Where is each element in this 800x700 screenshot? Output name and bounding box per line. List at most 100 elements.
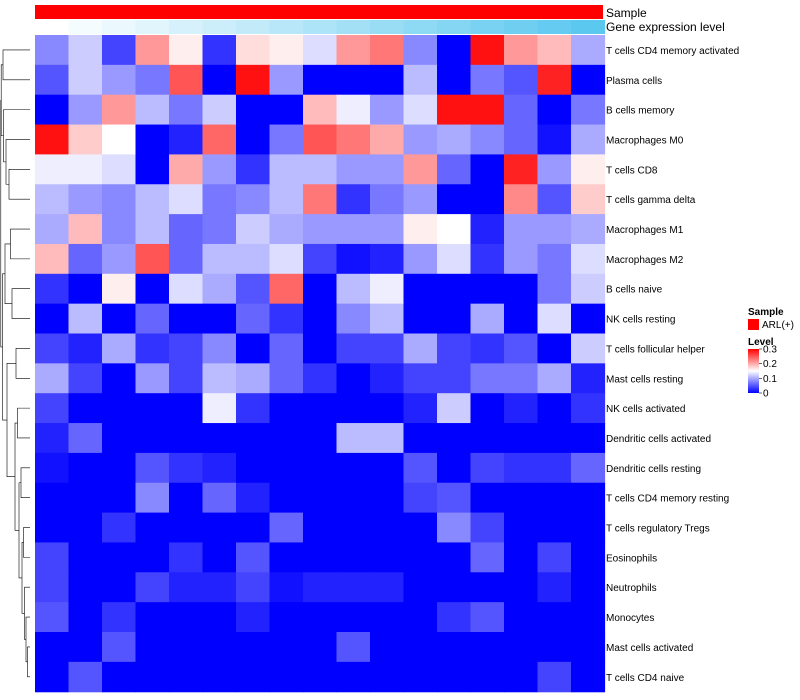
heatmap-cell <box>370 243 405 275</box>
heatmap-cell <box>102 482 137 514</box>
row-label: Eosinophils <box>606 553 657 564</box>
heatmap-cell <box>303 333 338 364</box>
heatmap-cell <box>571 393 606 424</box>
dendrogram-branch <box>14 422 19 531</box>
heatmap-cell <box>403 154 438 185</box>
row-label: Macrophages M2 <box>606 255 684 266</box>
heatmap-cell <box>102 243 137 275</box>
heatmap-cells <box>35 35 606 693</box>
heatmap-cell <box>202 512 237 544</box>
heatmap-cell <box>403 184 438 215</box>
heatmap-cell <box>403 452 438 484</box>
dendrogram-branch <box>6 363 16 477</box>
row-label: NK cells activated <box>606 404 685 415</box>
heatmap-cell <box>269 184 304 215</box>
heatmap-cell <box>470 35 505 66</box>
heatmap-cell <box>303 542 338 573</box>
heatmap-cell <box>437 632 472 663</box>
expression-annotation-bar <box>35 20 606 34</box>
heatmap-cell <box>537 64 572 96</box>
expression-annotation-cell <box>571 20 606 34</box>
heatmap-cell <box>236 333 271 364</box>
heatmap-cell <box>35 602 70 633</box>
heatmap-cell <box>437 154 472 185</box>
heatmap-cell <box>102 423 137 454</box>
heatmap-cell <box>437 482 472 514</box>
heatmap-cell <box>202 393 237 424</box>
heatmap-cell <box>504 333 539 364</box>
expression-annotation-cell <box>437 20 472 34</box>
heatmap-cell <box>202 661 237 693</box>
heatmap-cell <box>537 124 572 155</box>
expression-annotation-cell <box>202 20 237 34</box>
heatmap-cell <box>403 572 438 603</box>
heatmap-cell <box>303 482 338 514</box>
heatmap-cell <box>68 423 103 454</box>
heatmap-cell <box>303 124 338 155</box>
heatmap-cell <box>169 661 204 693</box>
heatmap-cell <box>236 64 271 96</box>
heatmap-cell <box>68 602 103 633</box>
row-label: Mast cells activated <box>606 643 693 654</box>
heatmap-cell <box>370 363 405 394</box>
expression-annotation-cell <box>537 20 572 34</box>
dendrogram-branch <box>27 646 30 678</box>
dendrogram-branch <box>4 243 12 304</box>
heatmap-cell <box>236 423 271 454</box>
heatmap-cell <box>470 184 505 215</box>
heatmap-cell <box>135 542 170 573</box>
heatmap-cell <box>303 661 338 693</box>
heatmap-cell <box>504 303 539 335</box>
sample-annotation-bar <box>35 5 603 19</box>
heatmap-cell <box>68 124 103 155</box>
heatmap-cell <box>269 363 304 394</box>
heatmap-cell <box>403 632 438 663</box>
heatmap-cell <box>437 542 472 573</box>
heatmap-cell <box>202 632 237 663</box>
heatmap-cell <box>102 452 137 484</box>
heatmap-cell <box>102 333 137 364</box>
heatmap-cell <box>437 423 472 454</box>
heatmap-cell <box>169 363 204 394</box>
heatmap-cell <box>35 512 70 544</box>
heatmap-cell <box>135 243 170 275</box>
column-annotation-bars: Sample Gene expression level <box>35 5 725 34</box>
heatmap-cell <box>102 632 137 663</box>
heatmap-cell <box>437 303 472 335</box>
heatmap-cell <box>336 452 371 484</box>
heatmap-cell <box>35 184 70 215</box>
heatmap-cell <box>202 94 237 126</box>
heatmap-cell <box>504 214 539 245</box>
heatmap-cell <box>437 452 472 484</box>
heatmap-cell <box>336 124 371 155</box>
heatmap-cell <box>470 124 505 155</box>
legend-tick-label: 0.3 <box>763 345 777 356</box>
heatmap-cell <box>269 542 304 573</box>
heatmap-cell <box>303 452 338 484</box>
heatmap-cell <box>169 452 204 484</box>
heatmap-cell <box>269 333 304 364</box>
heatmap-cell <box>303 184 338 215</box>
heatmap-cell <box>169 393 204 424</box>
heatmap-cell <box>35 363 70 394</box>
heatmap-cell <box>202 214 237 245</box>
heatmap-cell <box>504 184 539 215</box>
heatmap-cell <box>504 64 539 96</box>
heatmap-cell <box>403 661 438 693</box>
heatmap-cell <box>403 393 438 424</box>
heatmap-cell <box>571 124 606 155</box>
dendrogram-branch <box>15 348 30 379</box>
heatmap-cell <box>336 423 371 454</box>
heatmap-cell <box>35 64 70 96</box>
heatmap-cell <box>504 542 539 573</box>
heatmap-cell <box>403 423 438 454</box>
heatmap-cell <box>102 273 137 305</box>
heatmap-cell <box>537 184 572 215</box>
heatmap-cell <box>504 273 539 305</box>
heatmap-cell <box>470 363 505 394</box>
heatmap-cell <box>437 393 472 424</box>
heatmap-cell <box>504 154 539 185</box>
heatmap-cell <box>403 482 438 514</box>
expression-annotation-cell <box>403 20 438 34</box>
heatmap-cell <box>470 303 505 335</box>
